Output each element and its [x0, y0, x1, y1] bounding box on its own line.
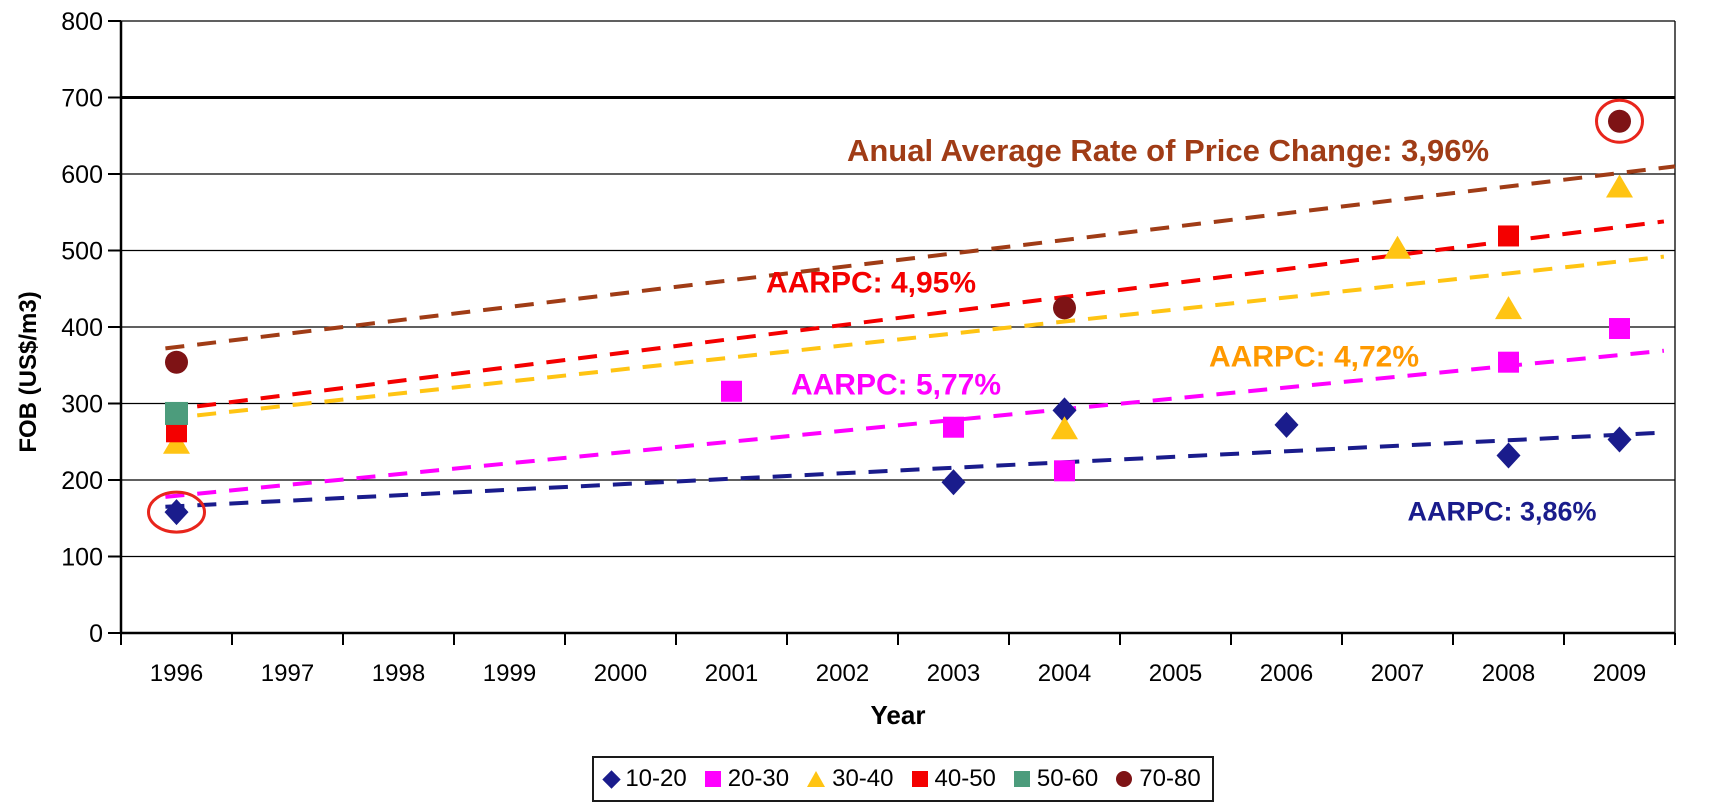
marker-70-80-1996 [165, 350, 188, 374]
legend-label: 50-60 [1036, 765, 1099, 792]
legend-item-40-50: 40-50 [911, 765, 996, 793]
series-40-50 [166, 225, 1519, 443]
trendline-20-30 [165, 348, 1665, 499]
y-tick-label: 0 [89, 620, 103, 648]
legend-item-50-60: 50-60 [1013, 765, 1099, 793]
marker-40-50-2008 [1498, 225, 1519, 247]
legend-item-20-30: 20-30 [704, 765, 790, 793]
series-50-60 [165, 401, 188, 425]
marker-10-20-2003 [941, 469, 966, 496]
marker-10-20-2008 [1496, 442, 1521, 469]
marker-30-40-2009 [1606, 174, 1633, 198]
diamond-icon [602, 769, 622, 789]
x-tick-label: 2003 [927, 660, 980, 687]
x-tick-label: 2009 [1593, 660, 1646, 687]
x-tick-label: 2000 [594, 660, 647, 687]
x-tick-label: 1999 [483, 660, 536, 687]
square-icon [704, 771, 721, 787]
trendline-70-80 [165, 164, 1676, 351]
marker-50-60-1996 [165, 401, 188, 425]
annotation-0: Anual Average Rate of Price Change: 3,96… [847, 133, 1489, 168]
marker-10-20-2004 [1052, 397, 1077, 424]
annotation-4: AARPC: 3,86% [1407, 496, 1596, 526]
marker-70-80-2004 [1053, 296, 1076, 320]
y-tick-label: 700 [61, 85, 103, 113]
trendline-10-20 [165, 430, 1664, 509]
x-tick-label: 2004 [1038, 660, 1091, 687]
marker-30-40-2007 [1384, 235, 1411, 259]
marker-20-30-2001 [721, 380, 742, 402]
legend-label: 10-20 [625, 765, 687, 792]
trendline-40-50 [165, 219, 1665, 413]
legend-label: 20-30 [727, 765, 790, 792]
triangle-icon [807, 771, 826, 787]
legend-label: 70-80 [1139, 765, 1201, 792]
series-20-30 [721, 318, 1630, 482]
x-tick-label: 1998 [372, 660, 425, 687]
x-tick-label: 2005 [1149, 660, 1202, 687]
marker-20-30-2003 [943, 416, 964, 438]
series-70-80 [165, 109, 1631, 374]
x-tick-label: 1997 [261, 660, 314, 687]
annotation-3: AARPC: 4,72% [1209, 341, 1419, 374]
marker-20-30-2008 [1498, 351, 1519, 373]
legend-label: 40-50 [934, 765, 996, 792]
circled-point-10-20 [147, 490, 206, 534]
trendline-30-40 [165, 254, 1665, 421]
x-tick-label: 2007 [1371, 660, 1424, 687]
legend-item-10-20: 10-20 [602, 765, 687, 793]
x-tick-label: 2006 [1260, 660, 1313, 687]
y-tick-label: 200 [61, 467, 103, 495]
marker-20-30-2009 [1609, 318, 1630, 340]
marker-10-20-1996 [164, 499, 189, 526]
marker-70-80-2009 [1608, 109, 1631, 133]
series-30-40 [163, 174, 1633, 454]
y-tick-label: 400 [61, 314, 103, 342]
x-tick-label: 2001 [705, 660, 758, 687]
marker-10-20-2006 [1274, 411, 1299, 438]
y-tick-label: 800 [61, 8, 103, 36]
x-tick-label: 1996 [150, 660, 203, 687]
legend-label: 30-40 [832, 765, 894, 792]
y-tick-label: 600 [61, 161, 103, 189]
series-10-20 [164, 397, 1632, 526]
legend-item-30-40: 30-40 [807, 765, 894, 793]
marker-30-40-2004 [1051, 416, 1078, 440]
marker-10-20-2009 [1607, 426, 1632, 453]
annotation-2: AARPC: 5,77% [791, 369, 1001, 402]
legend-item-70-80: 70-80 [1116, 765, 1201, 793]
y-tick-label: 100 [61, 544, 103, 572]
x-tick-label: 2002 [816, 660, 869, 687]
circle-icon [1116, 771, 1133, 787]
x-axis-title: Year [871, 700, 926, 730]
y-tick-label: 500 [61, 238, 103, 266]
y-axis-title: FOB (US$/m3) [15, 291, 42, 452]
circled-point-70-80 [1595, 98, 1644, 144]
annotation-1: AARPC: 4,95% [766, 267, 976, 300]
chart-legend: 10-20 20-30 30-40 40-50 50-60 70-80 [592, 756, 1214, 802]
y-tick-label: 300 [61, 391, 103, 419]
marker-30-40-2008 [1495, 296, 1522, 320]
marker-40-50-1996 [166, 421, 187, 443]
square-icon [1013, 771, 1030, 787]
marker-20-30-2004 [1054, 460, 1075, 482]
square-icon [911, 771, 928, 787]
x-tick-label: 2008 [1482, 660, 1535, 687]
